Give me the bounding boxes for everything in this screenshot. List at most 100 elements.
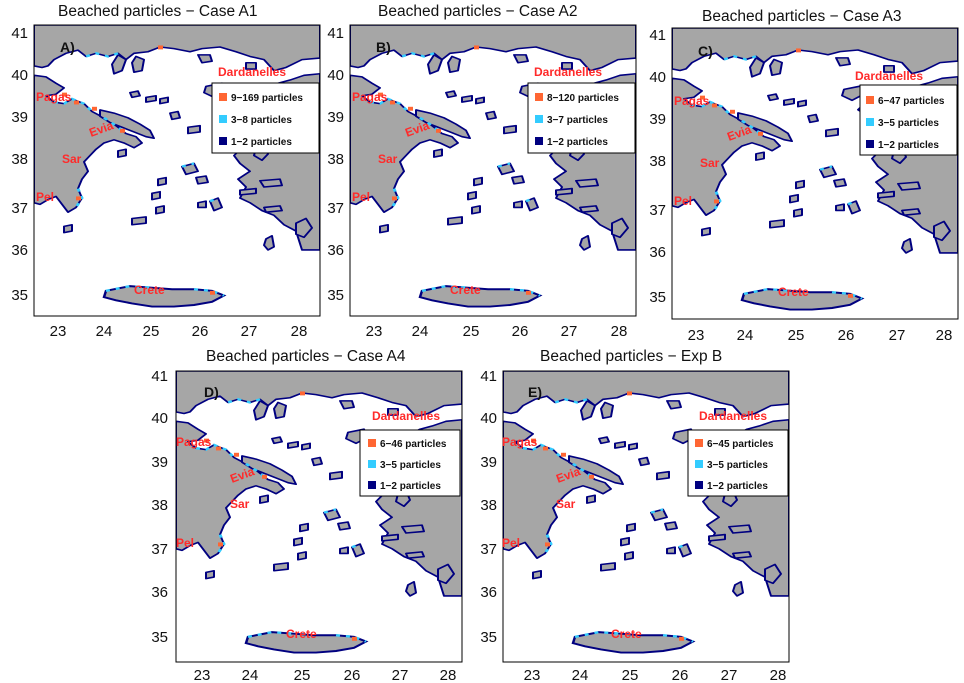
legend-swatch-high — [866, 96, 874, 104]
svg-text:41: 41 — [11, 25, 28, 42]
svg-text:38: 38 — [151, 497, 168, 514]
legend-mid: 3−7 particles — [547, 115, 608, 126]
place-pel: Pel — [502, 536, 520, 550]
svg-text:36: 36 — [11, 242, 28, 259]
svg-text:24: 24 — [737, 327, 754, 344]
legend-high: 6−47 particles — [878, 96, 945, 107]
panel-c-title: Beached particles − Case A3 — [702, 8, 901, 25]
svg-text:38: 38 — [11, 151, 28, 168]
svg-text:28: 28 — [770, 667, 787, 683]
panel-a: Beached particles − Case A1 A) Dardanell… — [11, 3, 321, 340]
panel-b-title: Beached particles − Case A2 — [378, 3, 577, 20]
panel-e-label: E) — [528, 384, 542, 400]
svg-text:27: 27 — [889, 327, 906, 344]
svg-text:37: 37 — [11, 200, 28, 217]
svg-text:40: 40 — [11, 67, 28, 84]
legend-swatch-mid — [535, 115, 543, 123]
panel-e-title: Beached particles − Exp B — [540, 348, 722, 365]
y-ticks: 41 40 39 38 37 36 35 — [151, 368, 168, 646]
panel-b-label: B) — [376, 39, 391, 55]
svg-text:25: 25 — [143, 323, 160, 340]
legend-swatch-low — [368, 481, 376, 489]
svg-text:37: 37 — [327, 200, 344, 217]
svg-text:26: 26 — [672, 667, 689, 683]
svg-text:35: 35 — [480, 629, 497, 646]
legend-swatch-low — [866, 140, 874, 148]
svg-text:35: 35 — [327, 287, 344, 304]
x-ticks: 23 24 25 26 27 28 — [194, 667, 457, 683]
legend: 6−47 particles 3−5 particles 1−2 particl… — [859, 84, 958, 156]
svg-text:23: 23 — [688, 327, 705, 344]
x-ticks: 23 24 25 26 27 28 — [50, 323, 308, 340]
svg-text:37: 37 — [480, 541, 497, 558]
place-pagas: Pagas — [502, 435, 538, 449]
place-dardanelles: Dardanelles — [218, 65, 286, 79]
svg-text:25: 25 — [294, 667, 311, 683]
svg-text:26: 26 — [512, 323, 529, 340]
svg-text:41: 41 — [327, 25, 344, 42]
panel-a-title: Beached particles − Case A1 — [58, 3, 257, 20]
legend-swatch-low — [695, 481, 703, 489]
legend-swatch-mid — [368, 460, 376, 468]
svg-text:39: 39 — [151, 454, 168, 471]
svg-text:27: 27 — [392, 667, 409, 683]
place-pel: Pel — [674, 194, 692, 208]
y-ticks: 41 40 39 38 37 36 35 — [480, 368, 497, 646]
svg-text:27: 27 — [561, 323, 578, 340]
panel-c-label: C) — [698, 43, 713, 59]
svg-text:40: 40 — [327, 67, 344, 84]
place-dardanelles: Dardanelles — [534, 65, 602, 79]
legend-swatch-mid — [695, 460, 703, 468]
legend-low: 1−2 particles — [707, 481, 768, 492]
svg-text:39: 39 — [327, 109, 344, 126]
place-crete: Crete — [286, 627, 317, 641]
svg-text:39: 39 — [649, 111, 666, 128]
place-sar: Sar — [378, 152, 398, 166]
svg-text:36: 36 — [327, 242, 344, 259]
svg-text:41: 41 — [151, 368, 168, 385]
svg-text:23: 23 — [524, 667, 541, 683]
svg-text:23: 23 — [194, 667, 211, 683]
y-ticks: 41 40 39 38 37 36 35 — [327, 25, 344, 304]
panel-b: Beached particles − Case A2 B) Dardanell… — [327, 3, 637, 340]
svg-text:37: 37 — [151, 541, 168, 558]
place-crete: Crete — [778, 285, 809, 299]
svg-text:40: 40 — [151, 410, 168, 427]
svg-text:41: 41 — [480, 368, 497, 385]
legend-high: 8−120 particles — [547, 93, 619, 104]
svg-text:37: 37 — [649, 202, 666, 219]
svg-text:36: 36 — [151, 584, 168, 601]
svg-text:35: 35 — [151, 629, 168, 646]
legend-swatch-mid — [866, 118, 874, 126]
svg-text:40: 40 — [649, 69, 666, 86]
place-crete: Crete — [450, 283, 481, 297]
legend-swatch-low — [535, 137, 543, 145]
legend: 9−169 particles 3−8 particles 1−2 partic… — [211, 82, 320, 154]
legend: 6−46 particles 3−5 particles 1−2 particl… — [359, 429, 461, 497]
legend-high: 6−45 particles — [707, 439, 774, 450]
panel-a-label: A) — [60, 39, 75, 55]
y-ticks: 41 40 39 38 37 36 35 — [11, 25, 28, 304]
x-ticks: 23 24 25 26 27 28 — [688, 327, 953, 344]
svg-text:28: 28 — [291, 323, 308, 340]
y-ticks: 41 40 39 38 37 36 35 — [649, 27, 666, 306]
svg-text:39: 39 — [480, 454, 497, 471]
svg-text:41: 41 — [649, 27, 666, 44]
svg-text:35: 35 — [11, 287, 28, 304]
panel-e: Beached particles − Exp B E) Dardanelles… — [480, 348, 790, 683]
svg-text:28: 28 — [440, 667, 457, 683]
place-dardanelles: Dardanelles — [372, 409, 440, 423]
place-pel: Pel — [352, 190, 370, 204]
svg-text:25: 25 — [463, 323, 480, 340]
legend-mid: 3−5 particles — [707, 460, 768, 471]
place-dardanelles: Dardanelles — [855, 69, 923, 83]
legend-low: 1−2 particles — [231, 137, 292, 148]
svg-text:24: 24 — [242, 667, 259, 683]
svg-text:39: 39 — [11, 109, 28, 126]
svg-text:24: 24 — [572, 667, 589, 683]
place-sar: Sar — [556, 497, 576, 511]
svg-text:28: 28 — [611, 323, 628, 340]
legend-low: 1−2 particles — [380, 481, 441, 492]
legend-mid: 3−8 particles — [231, 115, 292, 126]
